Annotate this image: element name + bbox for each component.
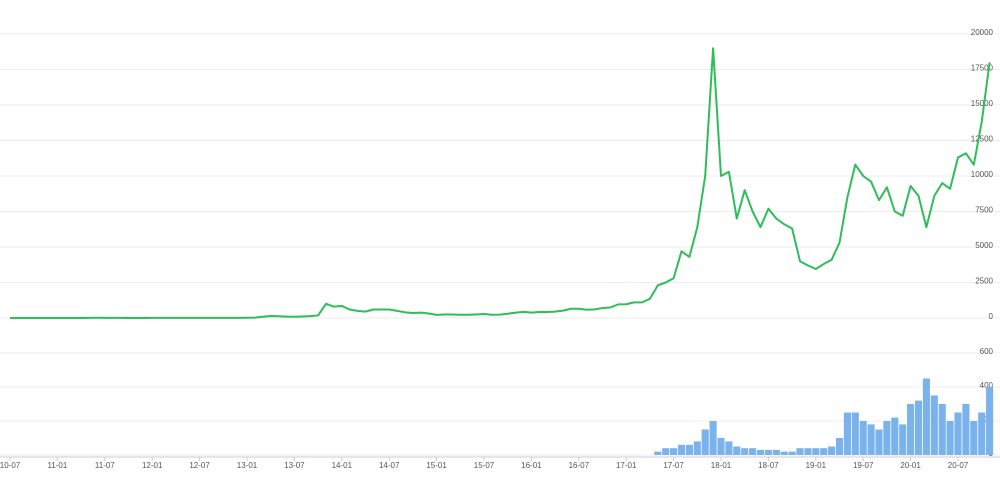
x-tick-label: 20-01 <box>900 461 921 470</box>
x-tick-label: 14-01 <box>332 461 353 470</box>
y-tick-label: 0 <box>989 312 994 321</box>
volume-bar <box>930 395 938 455</box>
volume-bar <box>820 448 828 455</box>
volume-bar <box>946 421 954 455</box>
volume-bar <box>662 448 670 455</box>
volume-bar <box>733 446 741 455</box>
x-tick-label: 10-07 <box>0 461 21 470</box>
x-tick-label: 12-07 <box>189 461 210 470</box>
volume-bar <box>938 404 946 455</box>
volume-bar <box>891 417 899 455</box>
volume-bar <box>717 438 725 455</box>
y-tick-label: 12500 <box>971 135 994 144</box>
volume-bar <box>670 448 678 455</box>
volume-bar <box>796 448 804 455</box>
volume-bar <box>922 378 930 455</box>
x-tick-label: 17-07 <box>663 461 684 470</box>
volume-bar <box>693 441 701 455</box>
x-tick-label: 13-07 <box>284 461 305 470</box>
x-tick-label: 15-01 <box>426 461 447 470</box>
y-tick-label: 5000 <box>975 241 993 250</box>
volume-bar <box>859 421 867 455</box>
volume-bar <box>812 448 820 455</box>
x-tick-label: 14-07 <box>379 461 400 470</box>
volume-bar <box>875 429 883 455</box>
x-tick-label: 15-07 <box>474 461 495 470</box>
volume-bar <box>914 400 923 455</box>
price-line <box>10 47 991 319</box>
volume-bar <box>835 438 844 455</box>
volume-bar <box>851 412 859 455</box>
y2-tick-label: 600 <box>980 347 994 356</box>
y2-tick-label: 400 <box>980 381 994 390</box>
volume-bar <box>764 449 772 455</box>
volume-bar <box>709 421 717 455</box>
volume-bar <box>962 404 970 455</box>
x-tick-label: 13-01 <box>237 461 258 470</box>
y-tick-label: 2500 <box>975 277 993 286</box>
volume-bar <box>883 421 891 455</box>
y-tick-label: 20000 <box>971 28 994 37</box>
volume-bar <box>986 387 994 455</box>
x-tick-label: 18-01 <box>711 461 732 470</box>
volume-bar <box>843 412 851 455</box>
x-tick-label: 19-01 <box>806 461 827 470</box>
x-tick-label: 19-07 <box>853 461 874 470</box>
x-tick-label: 16-01 <box>521 461 542 470</box>
volume-bar <box>907 404 915 455</box>
volume-bar <box>701 429 709 455</box>
y-tick-label: 17500 <box>971 64 994 73</box>
volume-bar <box>756 449 765 455</box>
volume-bar <box>780 451 788 455</box>
x-tick-label: 11-01 <box>47 461 67 470</box>
x-tick-label: 11-07 <box>95 461 115 470</box>
volume-bar <box>725 441 733 455</box>
volume-bar <box>970 421 978 455</box>
volume-bar <box>954 412 962 455</box>
volume-bar <box>899 424 907 455</box>
x-tick-label: 18-07 <box>758 461 779 470</box>
volume-bar <box>772 449 780 455</box>
volume-bar <box>867 424 875 455</box>
y-tick-label: 7500 <box>975 206 993 215</box>
volume-bar <box>788 451 796 455</box>
x-tick-label: 16-07 <box>569 461 590 470</box>
x-tick-label: 17-01 <box>616 461 637 470</box>
y-tick-label: 10000 <box>971 170 994 179</box>
volume-bar <box>654 451 662 455</box>
volume-bar <box>828 446 836 455</box>
x-tick-label: 20-07 <box>948 461 969 470</box>
volume-bar <box>978 412 986 455</box>
volume-bar <box>685 444 693 455</box>
volume-bar <box>804 448 812 455</box>
volume-bar <box>677 444 686 455</box>
volume-bar <box>741 448 749 455</box>
volume-bar <box>749 448 757 455</box>
x-tick-label: 12-01 <box>142 461 163 470</box>
y-tick-label: 15000 <box>971 99 994 108</box>
